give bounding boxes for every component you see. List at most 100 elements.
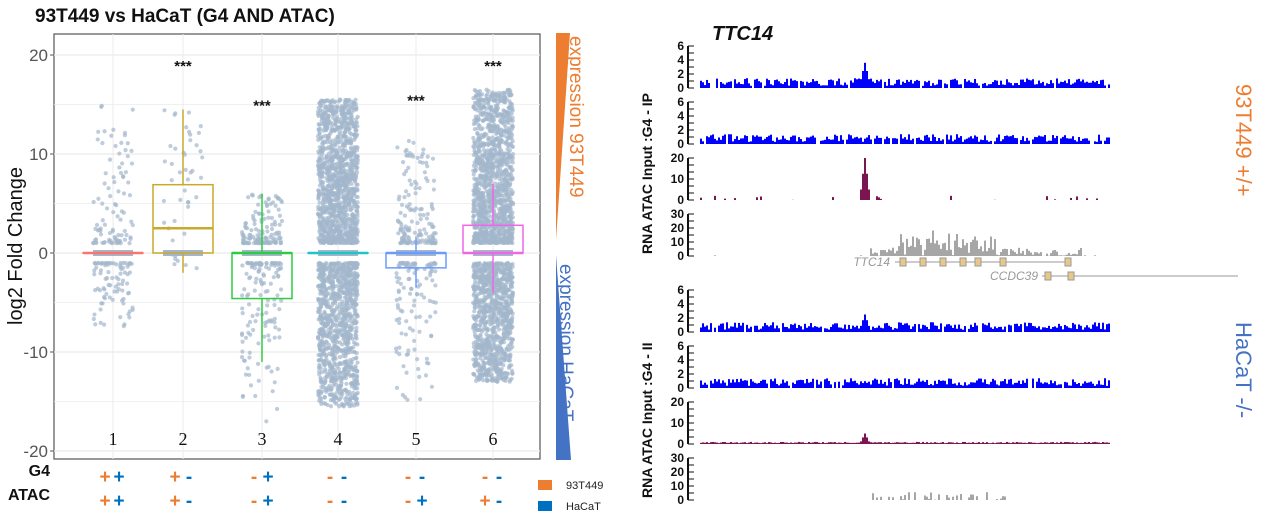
data-point [91,316,96,322]
data-point [252,261,258,266]
data-point [169,161,174,167]
data-point [94,240,99,246]
data-point [483,290,488,295]
data-point [479,373,484,379]
data-point [416,284,421,289]
data-point [412,230,417,235]
data-point [265,229,270,234]
data-point [266,364,271,369]
data-point [427,298,432,303]
data-point [263,235,268,240]
data-point [485,378,490,383]
data-point [411,303,417,308]
data-point [402,226,407,231]
data-point [394,271,399,276]
data-point [355,402,360,407]
data-point [470,300,476,305]
data-point [342,295,348,300]
data-point [473,164,479,170]
data-point [351,235,356,240]
data-point [346,150,351,155]
data-point [335,260,340,266]
data-point [351,226,356,231]
data-point [329,155,334,160]
data-point [198,175,204,180]
data-point [509,271,514,276]
data-point [331,115,336,120]
data-point [355,342,360,347]
data-point [128,236,133,241]
data-point [430,278,435,283]
data-point [505,275,510,280]
data-point [268,234,273,240]
data-point [501,188,506,193]
data-point [331,183,336,188]
data-point [348,260,353,266]
data-point [329,144,334,149]
data-point [323,378,328,384]
data-point [319,327,324,333]
data-point [322,146,328,151]
data-point [245,323,250,328]
data-point [269,215,275,221]
data-point [337,322,343,327]
data-point [194,195,199,200]
data-point [333,215,338,220]
data-point [422,240,428,245]
data-point [122,228,127,234]
data-point [318,289,323,294]
data-point [424,356,430,361]
data-point [321,128,326,133]
data-point [477,277,482,282]
data-point [394,349,399,355]
data-point [277,213,283,218]
data-point [322,197,327,202]
data-point [110,229,115,234]
data-point [499,149,504,154]
data-point [120,288,125,293]
data-point [103,276,108,281]
data-point [317,191,322,197]
data-point [403,189,409,194]
data-point [322,309,327,314]
data-point [409,182,414,187]
data-point [175,258,180,263]
data-point [106,186,111,191]
data-point [353,135,358,140]
data-point [487,104,492,109]
data-point [349,360,354,366]
data-point [398,228,404,233]
data-point [345,339,350,345]
data-point [416,238,422,243]
data-point [99,261,104,266]
data-point [115,214,120,219]
data-point [117,165,122,170]
data-point [276,207,281,212]
data-point [263,200,268,205]
data-point [264,310,269,315]
chart-title: 93T449 vs HaCaT (G4 AND ATAC) [35,6,335,27]
data-point [256,307,261,312]
data-point [169,178,174,183]
data-point [424,231,429,236]
data-point [186,110,192,115]
data-point [353,320,358,325]
data-point [127,193,133,198]
data-point [504,324,510,329]
data-point [400,160,406,165]
data-point [507,159,512,164]
data-point [409,309,414,314]
data-point [111,127,116,132]
data-point [321,361,326,366]
data-point [101,322,107,327]
data-point [477,231,482,236]
data-point [316,196,321,202]
data-point [279,298,284,303]
data-point [338,383,343,389]
data-point [355,208,360,214]
data-point [338,97,343,103]
data-point [353,332,358,337]
data-point [406,138,411,144]
data-point [474,176,480,181]
